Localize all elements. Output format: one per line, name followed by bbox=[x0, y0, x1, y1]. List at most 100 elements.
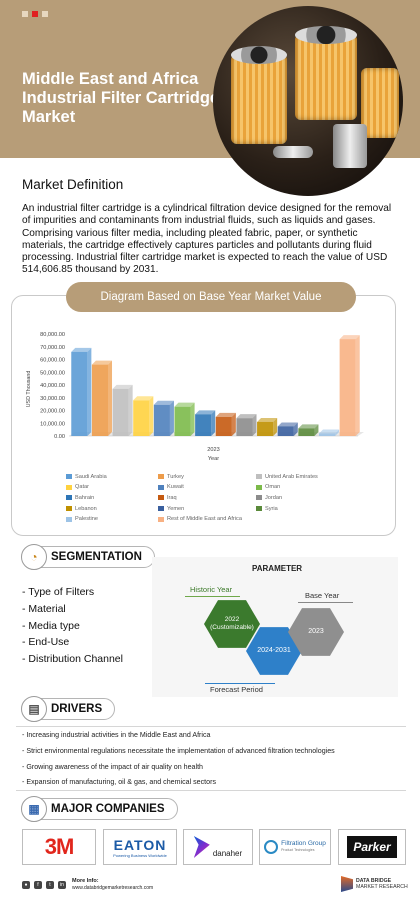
drivers-list: Increasing industrial activities in the … bbox=[22, 728, 335, 791]
segmentation-title: SEGMENTATION bbox=[51, 551, 142, 563]
bar-side bbox=[231, 412, 236, 436]
parameter-panel bbox=[152, 557, 398, 697]
legend-label: Qatar bbox=[75, 484, 89, 491]
market-definition-title: Market Definition bbox=[22, 177, 124, 192]
y-tick-label: 20,000.00 bbox=[40, 409, 65, 415]
legend-swatch bbox=[256, 495, 262, 501]
bar-top bbox=[236, 414, 257, 419]
base-connector bbox=[298, 602, 353, 603]
bar-saudi-arabia bbox=[71, 351, 88, 436]
companies-title: MAJOR COMPANIES bbox=[51, 803, 165, 815]
legend-item: Lebanon bbox=[66, 504, 158, 514]
legend-item: Bahrain bbox=[66, 493, 158, 503]
twitter-icon[interactable]: t bbox=[46, 881, 54, 889]
social-icons: ● f t in bbox=[22, 881, 66, 889]
more-info-label: More Info: bbox=[72, 878, 99, 884]
legend-item: Syria bbox=[256, 504, 356, 514]
logo-filtration-group: Filtration Group Product Technologies bbox=[259, 829, 331, 865]
legend-label: Saudi Arabia bbox=[75, 473, 107, 480]
bar-kuwait bbox=[153, 404, 170, 436]
facebook-icon[interactable]: f bbox=[34, 881, 42, 889]
bar-top bbox=[112, 384, 133, 389]
bar-qatar bbox=[133, 400, 150, 436]
bar-oman bbox=[174, 406, 191, 436]
bar-top bbox=[339, 335, 360, 340]
driver-item: Growing awareness of the impact of air q… bbox=[22, 760, 335, 776]
filter-cartridge-image bbox=[295, 34, 357, 120]
logo-3m-text: 3M bbox=[44, 834, 75, 859]
bar-side bbox=[211, 410, 216, 436]
legend-label: Iraq bbox=[167, 494, 177, 501]
driver-item: Increasing industrial activities in the … bbox=[22, 728, 335, 744]
driver-item: Strict environmental regulations necessi… bbox=[22, 744, 334, 760]
drivers-divider-top bbox=[16, 726, 406, 727]
logo-parker: Parker bbox=[338, 829, 406, 865]
y-axis-label: USD Thousand bbox=[26, 371, 32, 408]
base-year-hexagon: 2023 bbox=[288, 608, 344, 656]
y-tick-label: 70,000.00 bbox=[40, 345, 65, 351]
bar-side bbox=[190, 402, 195, 436]
legend-item: Rest of Middle East and Africa bbox=[158, 514, 256, 524]
legend-item: United Arab Emirates bbox=[256, 472, 356, 482]
clipboard-icon: ▤ bbox=[21, 696, 47, 722]
legend-label: Oman bbox=[265, 484, 281, 491]
legend-swatch bbox=[158, 474, 164, 480]
bar-side bbox=[128, 384, 133, 436]
legend-label: Palestine bbox=[75, 516, 99, 523]
legend-swatch bbox=[158, 495, 164, 501]
legend-label: Rest of Middle East and Africa bbox=[167, 516, 242, 523]
bar-rest-of-middle-east-and-africa bbox=[339, 339, 356, 436]
x-tick-label: 2023 bbox=[207, 447, 219, 453]
filter-cap-image bbox=[295, 26, 357, 44]
chart-header: Diagram Based on Base Year Market Value bbox=[66, 282, 356, 312]
bar-top bbox=[298, 424, 319, 429]
bar-side bbox=[293, 422, 298, 436]
logo-eaton: EATON Powering Business Worldwide bbox=[103, 829, 177, 865]
whatsapp-icon[interactable]: ● bbox=[22, 881, 30, 889]
legend-item: Kuwait bbox=[158, 483, 256, 493]
bar-top bbox=[277, 422, 298, 427]
bar-jordan bbox=[236, 418, 253, 436]
bar-side bbox=[335, 429, 340, 436]
legend-item: Oman bbox=[256, 483, 356, 493]
bar-top bbox=[215, 412, 236, 417]
legend-swatch bbox=[158, 516, 164, 522]
linkedin-icon[interactable]: in bbox=[58, 881, 66, 889]
website-link[interactable]: www.databridgemarketresearch.com bbox=[72, 884, 154, 891]
metal-part-image bbox=[333, 124, 367, 168]
segmentation-list: Type of FiltersMaterialMedia typeEnd-Use… bbox=[22, 584, 123, 668]
y-tick-label: 30,000.00 bbox=[40, 396, 65, 402]
y-tick-label: 50,000.00 bbox=[40, 370, 65, 376]
logo-danaher-text: danaher bbox=[212, 849, 243, 858]
filter-cartridge-image bbox=[361, 68, 399, 138]
hero-dot bbox=[42, 11, 48, 17]
y-tick-label: 80,000.00 bbox=[40, 332, 65, 338]
hero-dot bbox=[32, 11, 38, 17]
drivers-divider-bottom bbox=[16, 790, 406, 791]
filtration-group-mark-icon bbox=[264, 840, 279, 854]
drivers-title: DRIVERS bbox=[51, 703, 103, 715]
legend-label: Jordan bbox=[265, 494, 283, 501]
legend-label: Kuwait bbox=[167, 484, 184, 491]
bar-side bbox=[169, 400, 174, 436]
segmentation-item: Material bbox=[22, 601, 123, 618]
logo-parker-text: Parker bbox=[347, 836, 397, 858]
x-axis-label: Year bbox=[208, 456, 219, 462]
y-tick-label: 0.00 bbox=[54, 434, 65, 440]
segmentation-item: Type of Filters bbox=[22, 584, 123, 601]
legend-label: Yemen bbox=[167, 505, 185, 512]
logo-filtration-sub: Product Technologies bbox=[281, 848, 315, 852]
y-tick-label: 40,000.00 bbox=[40, 383, 65, 389]
drivers-header: ▤ DRIVERS bbox=[21, 696, 116, 722]
legend-item: Saudi Arabia bbox=[66, 472, 158, 482]
historic-year-hexagon: 2022 (Customizable) bbox=[204, 600, 260, 648]
filter-cap-image bbox=[231, 46, 287, 64]
market-definition-text: An industrial filter cartridge is a cyli… bbox=[22, 203, 392, 276]
legend-swatch bbox=[256, 474, 262, 480]
bar-side bbox=[149, 396, 154, 436]
bar-top bbox=[257, 417, 278, 422]
legend-swatch bbox=[66, 474, 72, 480]
historic-year-label: Historic Year bbox=[190, 585, 233, 594]
segmentation-item: End-Use bbox=[22, 634, 123, 651]
legend-swatch bbox=[66, 484, 72, 490]
